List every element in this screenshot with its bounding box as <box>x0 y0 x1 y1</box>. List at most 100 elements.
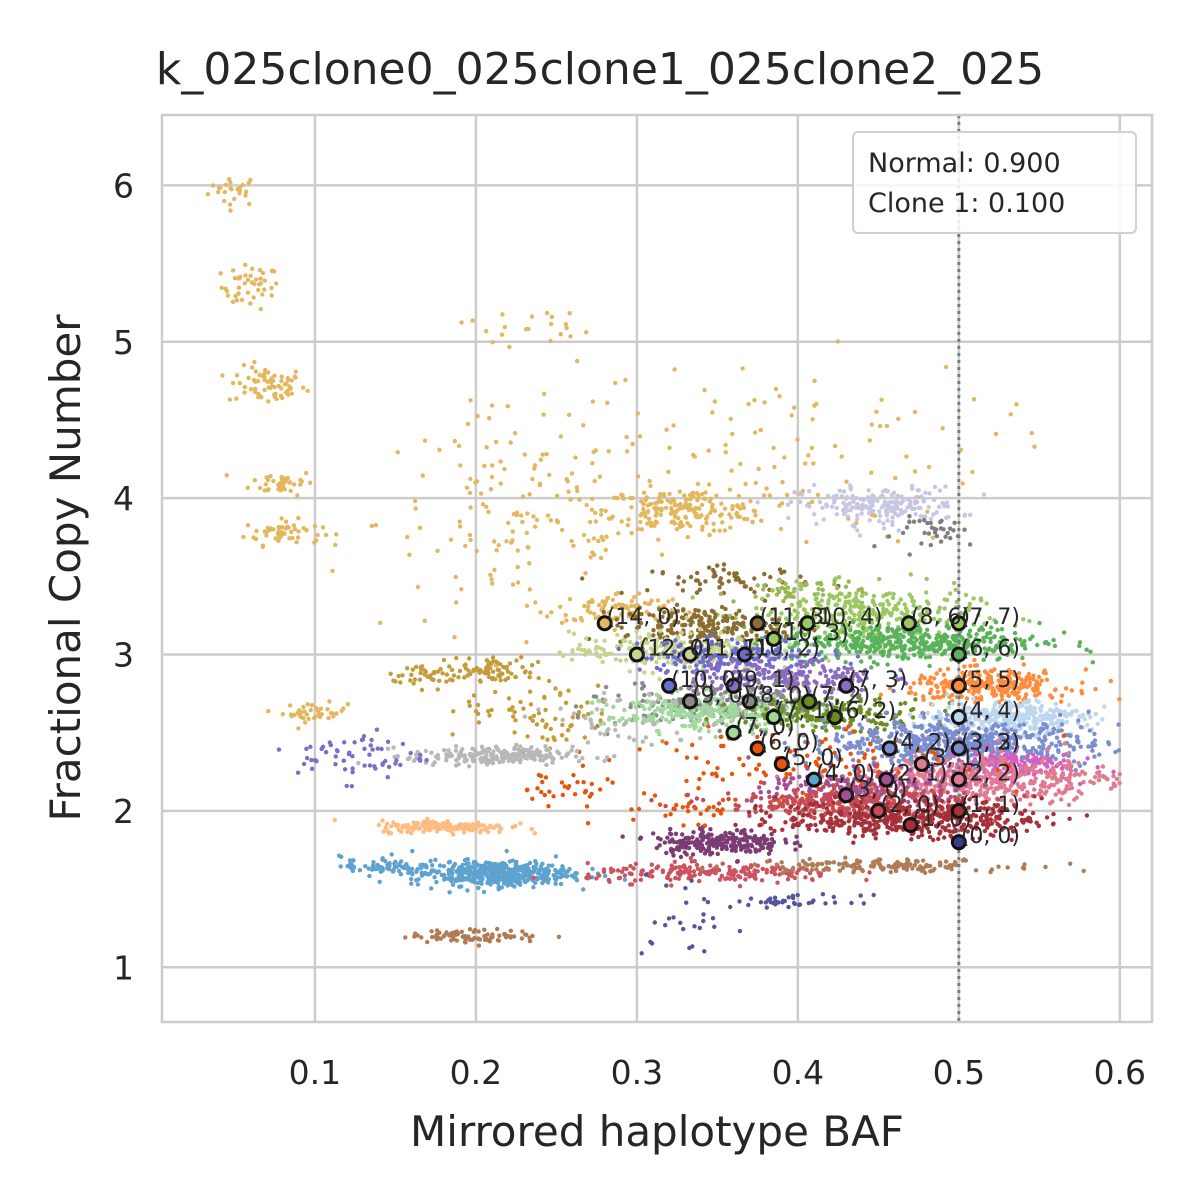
scatter-point <box>965 650 971 655</box>
scatter-point <box>946 625 952 630</box>
scatter-point <box>1095 721 1100 727</box>
scatter-point <box>707 499 712 504</box>
scatter-point <box>270 378 276 383</box>
scatter-point <box>820 592 826 598</box>
scatter-point <box>1027 683 1032 688</box>
scatter-point <box>877 518 882 524</box>
scatter-point <box>855 528 860 533</box>
scatter-point <box>833 443 838 449</box>
scatter-point <box>283 519 289 524</box>
scatter-point <box>937 667 943 673</box>
scatter-point <box>791 594 796 600</box>
scatter-point <box>657 732 662 737</box>
scatter-point <box>296 726 301 731</box>
scatter-point <box>945 666 951 672</box>
scatter-point <box>668 709 674 715</box>
scatter-point <box>815 639 820 644</box>
scatter-point <box>1021 722 1027 727</box>
scatter-point <box>870 598 876 603</box>
scatter-point <box>658 512 663 517</box>
scatter-point <box>265 525 270 530</box>
scatter-point <box>758 427 763 433</box>
scatter-point <box>600 599 605 604</box>
scatter-point <box>1018 637 1023 642</box>
scatter-point <box>534 517 540 523</box>
scatter-point <box>498 481 503 486</box>
scatter-point <box>881 521 886 526</box>
scatter-point <box>856 629 862 635</box>
scatter-point <box>919 723 924 728</box>
scatter-point <box>629 598 635 604</box>
scatter-point <box>669 608 674 613</box>
scatter-point <box>792 490 797 495</box>
scatter-point <box>289 378 294 383</box>
scatter-point <box>785 621 791 626</box>
scatter-point <box>248 273 253 278</box>
scatter-point <box>554 493 560 498</box>
scatter-point <box>848 740 853 746</box>
scatter-point <box>279 516 284 521</box>
scatter-point <box>993 431 999 437</box>
scatter-point <box>822 724 828 729</box>
scatter-point <box>308 480 313 485</box>
scatter-point <box>840 508 846 513</box>
scatter-point <box>911 603 916 608</box>
scatter-point <box>921 697 926 702</box>
scatter-point <box>591 536 597 541</box>
scatter-point <box>615 590 620 596</box>
scatter-point <box>817 500 823 505</box>
scatter-point <box>925 681 930 686</box>
scatter-point <box>682 505 687 510</box>
scatter-point <box>286 377 291 383</box>
scatter-point <box>490 581 495 586</box>
scatter-point <box>645 588 650 593</box>
scatter-point <box>245 523 251 528</box>
scatter-point <box>864 627 870 633</box>
scatter-point <box>1032 727 1037 732</box>
scatter-point <box>1041 670 1047 675</box>
scatter-point <box>296 529 301 534</box>
scatter-point <box>369 523 375 529</box>
scatter-point <box>695 514 700 520</box>
scatter-point <box>1034 698 1039 703</box>
scatter-point <box>300 385 306 390</box>
scatter-point <box>866 488 871 493</box>
scatter-point <box>570 650 575 656</box>
scatter-point <box>677 489 682 494</box>
scatter-point <box>619 519 624 524</box>
scatter-point <box>897 725 902 730</box>
scatter-point <box>687 610 692 615</box>
scatter-point <box>894 617 899 622</box>
scatter-point <box>898 701 903 707</box>
scatter-point <box>254 528 259 534</box>
scatter-point <box>677 713 683 718</box>
scatter-point <box>824 504 829 509</box>
scatter-point <box>880 489 886 494</box>
scatter-point <box>260 292 265 297</box>
scatter-point <box>661 662 667 668</box>
scatter-point <box>1013 692 1018 697</box>
scatter-point <box>1071 745 1076 750</box>
scatter-point <box>973 636 978 642</box>
scatter-point <box>695 570 700 576</box>
scatter-point <box>707 622 712 627</box>
scatter-point <box>508 440 513 445</box>
scatter-point <box>603 684 609 690</box>
scatter-point <box>864 504 869 509</box>
scatter-point <box>1030 634 1035 639</box>
scatter-point <box>759 636 764 641</box>
scatter-point <box>1051 637 1056 643</box>
scatter-point <box>601 721 607 726</box>
scatter-point <box>848 486 853 492</box>
scatter-point <box>875 616 881 621</box>
scatter-point <box>1077 643 1082 649</box>
scatter-point <box>242 384 247 390</box>
scatter-point <box>599 508 604 513</box>
scatter-point <box>686 502 692 508</box>
scatter-point <box>219 285 224 290</box>
scatter-point <box>903 606 909 611</box>
scatter-point <box>457 524 463 529</box>
scatter-point <box>1050 714 1055 720</box>
scatter-point <box>1025 753 1030 759</box>
scatter-point <box>276 529 282 534</box>
